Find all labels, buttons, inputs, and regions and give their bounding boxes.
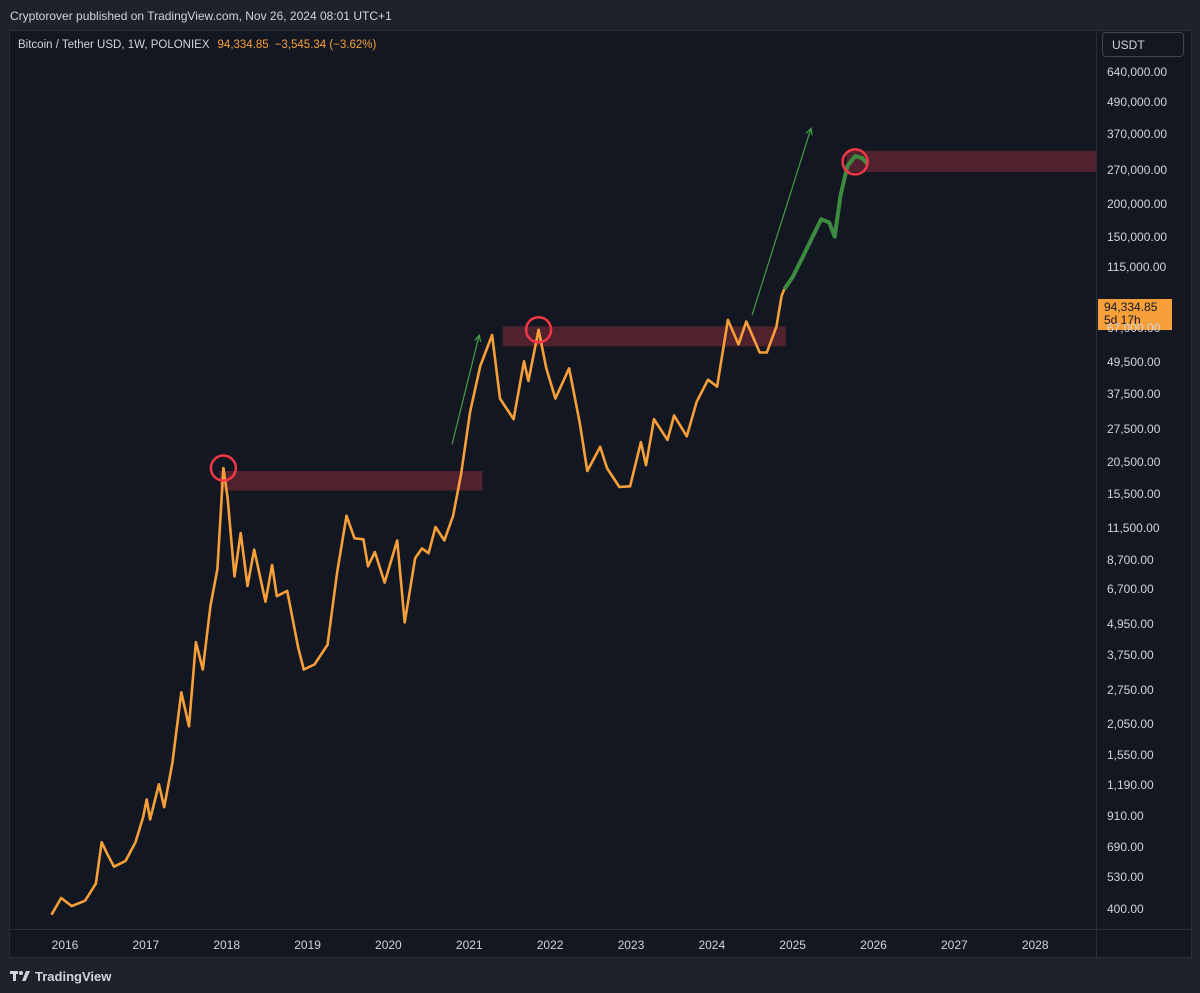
y-tick-label: 49,500.00: [1107, 355, 1161, 370]
price-line: [50, 288, 786, 916]
y-tick-label: 4,950.00: [1107, 616, 1154, 631]
x-tick-label: 2028: [1021, 938, 1049, 952]
x-tick-label: 2022: [536, 938, 564, 952]
trend-arrow-1: [451, 333, 482, 445]
resistance-zone-1: [219, 470, 483, 491]
x-tick-label: 2021: [455, 938, 483, 952]
x-tick-label: 2026: [860, 938, 887, 952]
y-tick-label: 37,500.00: [1107, 386, 1161, 401]
x-tick-label: 2020: [375, 938, 402, 952]
y-tick-label: 115,000.00: [1107, 259, 1167, 274]
projection-path: [782, 154, 869, 291]
y-tick-label: 27,500.00: [1107, 422, 1161, 437]
x-tick-label: 2019: [294, 938, 321, 952]
y-tick-label: 1,190.00: [1107, 778, 1154, 793]
brand-label: TradingView: [35, 968, 112, 984]
y-tick-label: 690.00: [1107, 840, 1144, 855]
tradingview-logo-icon: [10, 971, 30, 981]
x-tick-label: 2018: [213, 938, 241, 952]
y-tick-label: 270,000.00: [1107, 162, 1168, 177]
cycle-top-circle-1: [209, 454, 238, 482]
y-tick-label: 20,500.00: [1107, 455, 1161, 470]
axis-corner: [1096, 929, 1192, 958]
y-tick-label: 67,000.00: [1107, 321, 1161, 336]
x-tick-label: 2025: [779, 938, 806, 952]
legend-change: −3,545.34 (−3.62%): [274, 39, 377, 51]
symbol-legend: Bitcoin / Tether USD, 1W, POLONIEX 94,334…: [18, 39, 376, 51]
top-bar: Cryptorover published on TradingView.com…: [0, 0, 1200, 30]
currency-button[interactable]: USDT: [1102, 32, 1184, 57]
cycle-top-circle-3: [841, 148, 869, 176]
price-tag-countdown: 5d 17h: [1104, 313, 1141, 327]
price-axis[interactable]: USDT 94,334.85 5d 17h 860,000.00640,000.…: [1096, 31, 1192, 929]
y-tick-label: 910.00: [1107, 808, 1144, 823]
symbol-name: Bitcoin / Tether USD, 1W, POLONIEX: [18, 39, 210, 51]
trend-arrow-2: [751, 126, 813, 316]
chart-panel[interactable]: Bitcoin / Tether USD, 1W, POLONIEX 94,334…: [9, 30, 1192, 958]
y-tick-label: 150,000.00: [1107, 229, 1168, 244]
x-tick-label: 2023: [617, 938, 645, 952]
y-tick-label: 530.00: [1107, 869, 1144, 884]
legend-price: 94,334.85: [217, 39, 269, 51]
y-tick-label: 15,500.00: [1107, 487, 1161, 502]
footer-bar: TradingView: [0, 958, 1200, 993]
cycle-top-circle-2: [524, 316, 553, 344]
x-tick-label: 2017: [132, 938, 160, 952]
price-chart[interactable]: [10, 31, 1096, 929]
y-tick-label: 11,500.00: [1107, 520, 1160, 535]
y-tick-label: 1,550.00: [1107, 748, 1154, 763]
x-tick-label: 2024: [698, 938, 726, 952]
price-tag-value: 94,334.85: [1104, 300, 1158, 314]
y-tick-label: 490,000.00: [1107, 95, 1168, 110]
y-tick-label: 8,700.00: [1107, 552, 1154, 567]
tradingview-brand[interactable]: TradingView: [10, 968, 111, 984]
plot-area[interactable]: Bitcoin / Tether USD, 1W, POLONIEX 94,334…: [10, 31, 1096, 929]
y-tick-label: 6,700.00: [1107, 582, 1154, 597]
published-text: Cryptorover published on TradingView.com…: [10, 9, 392, 23]
x-tick-label: 2016: [51, 938, 79, 952]
current-price-tag: 94,334.85 5d 17h: [1098, 299, 1172, 330]
resistance-zone-2: [502, 326, 786, 347]
y-tick-label: 370,000.00: [1107, 127, 1168, 142]
y-tick-label: 2,050.00: [1107, 716, 1154, 731]
y-tick-label: 200,000.00: [1107, 197, 1168, 212]
resistance-zone-3: [846, 150, 1096, 173]
x-tick-label: 2027: [940, 938, 968, 952]
y-tick-label: 2,750.00: [1107, 683, 1154, 698]
y-tick-label: 3,750.00: [1107, 648, 1154, 663]
y-tick-label: 400.00: [1107, 901, 1144, 916]
y-tick-label: 640,000.00: [1107, 65, 1168, 80]
time-axis[interactable]: 2016 2017 2018 2019 2020 2021 2022 2023 2024 2025…: [10, 929, 1096, 958]
